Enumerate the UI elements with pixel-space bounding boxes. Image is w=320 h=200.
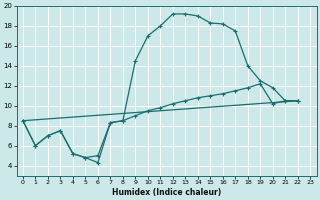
- X-axis label: Humidex (Indice chaleur): Humidex (Indice chaleur): [112, 188, 221, 197]
